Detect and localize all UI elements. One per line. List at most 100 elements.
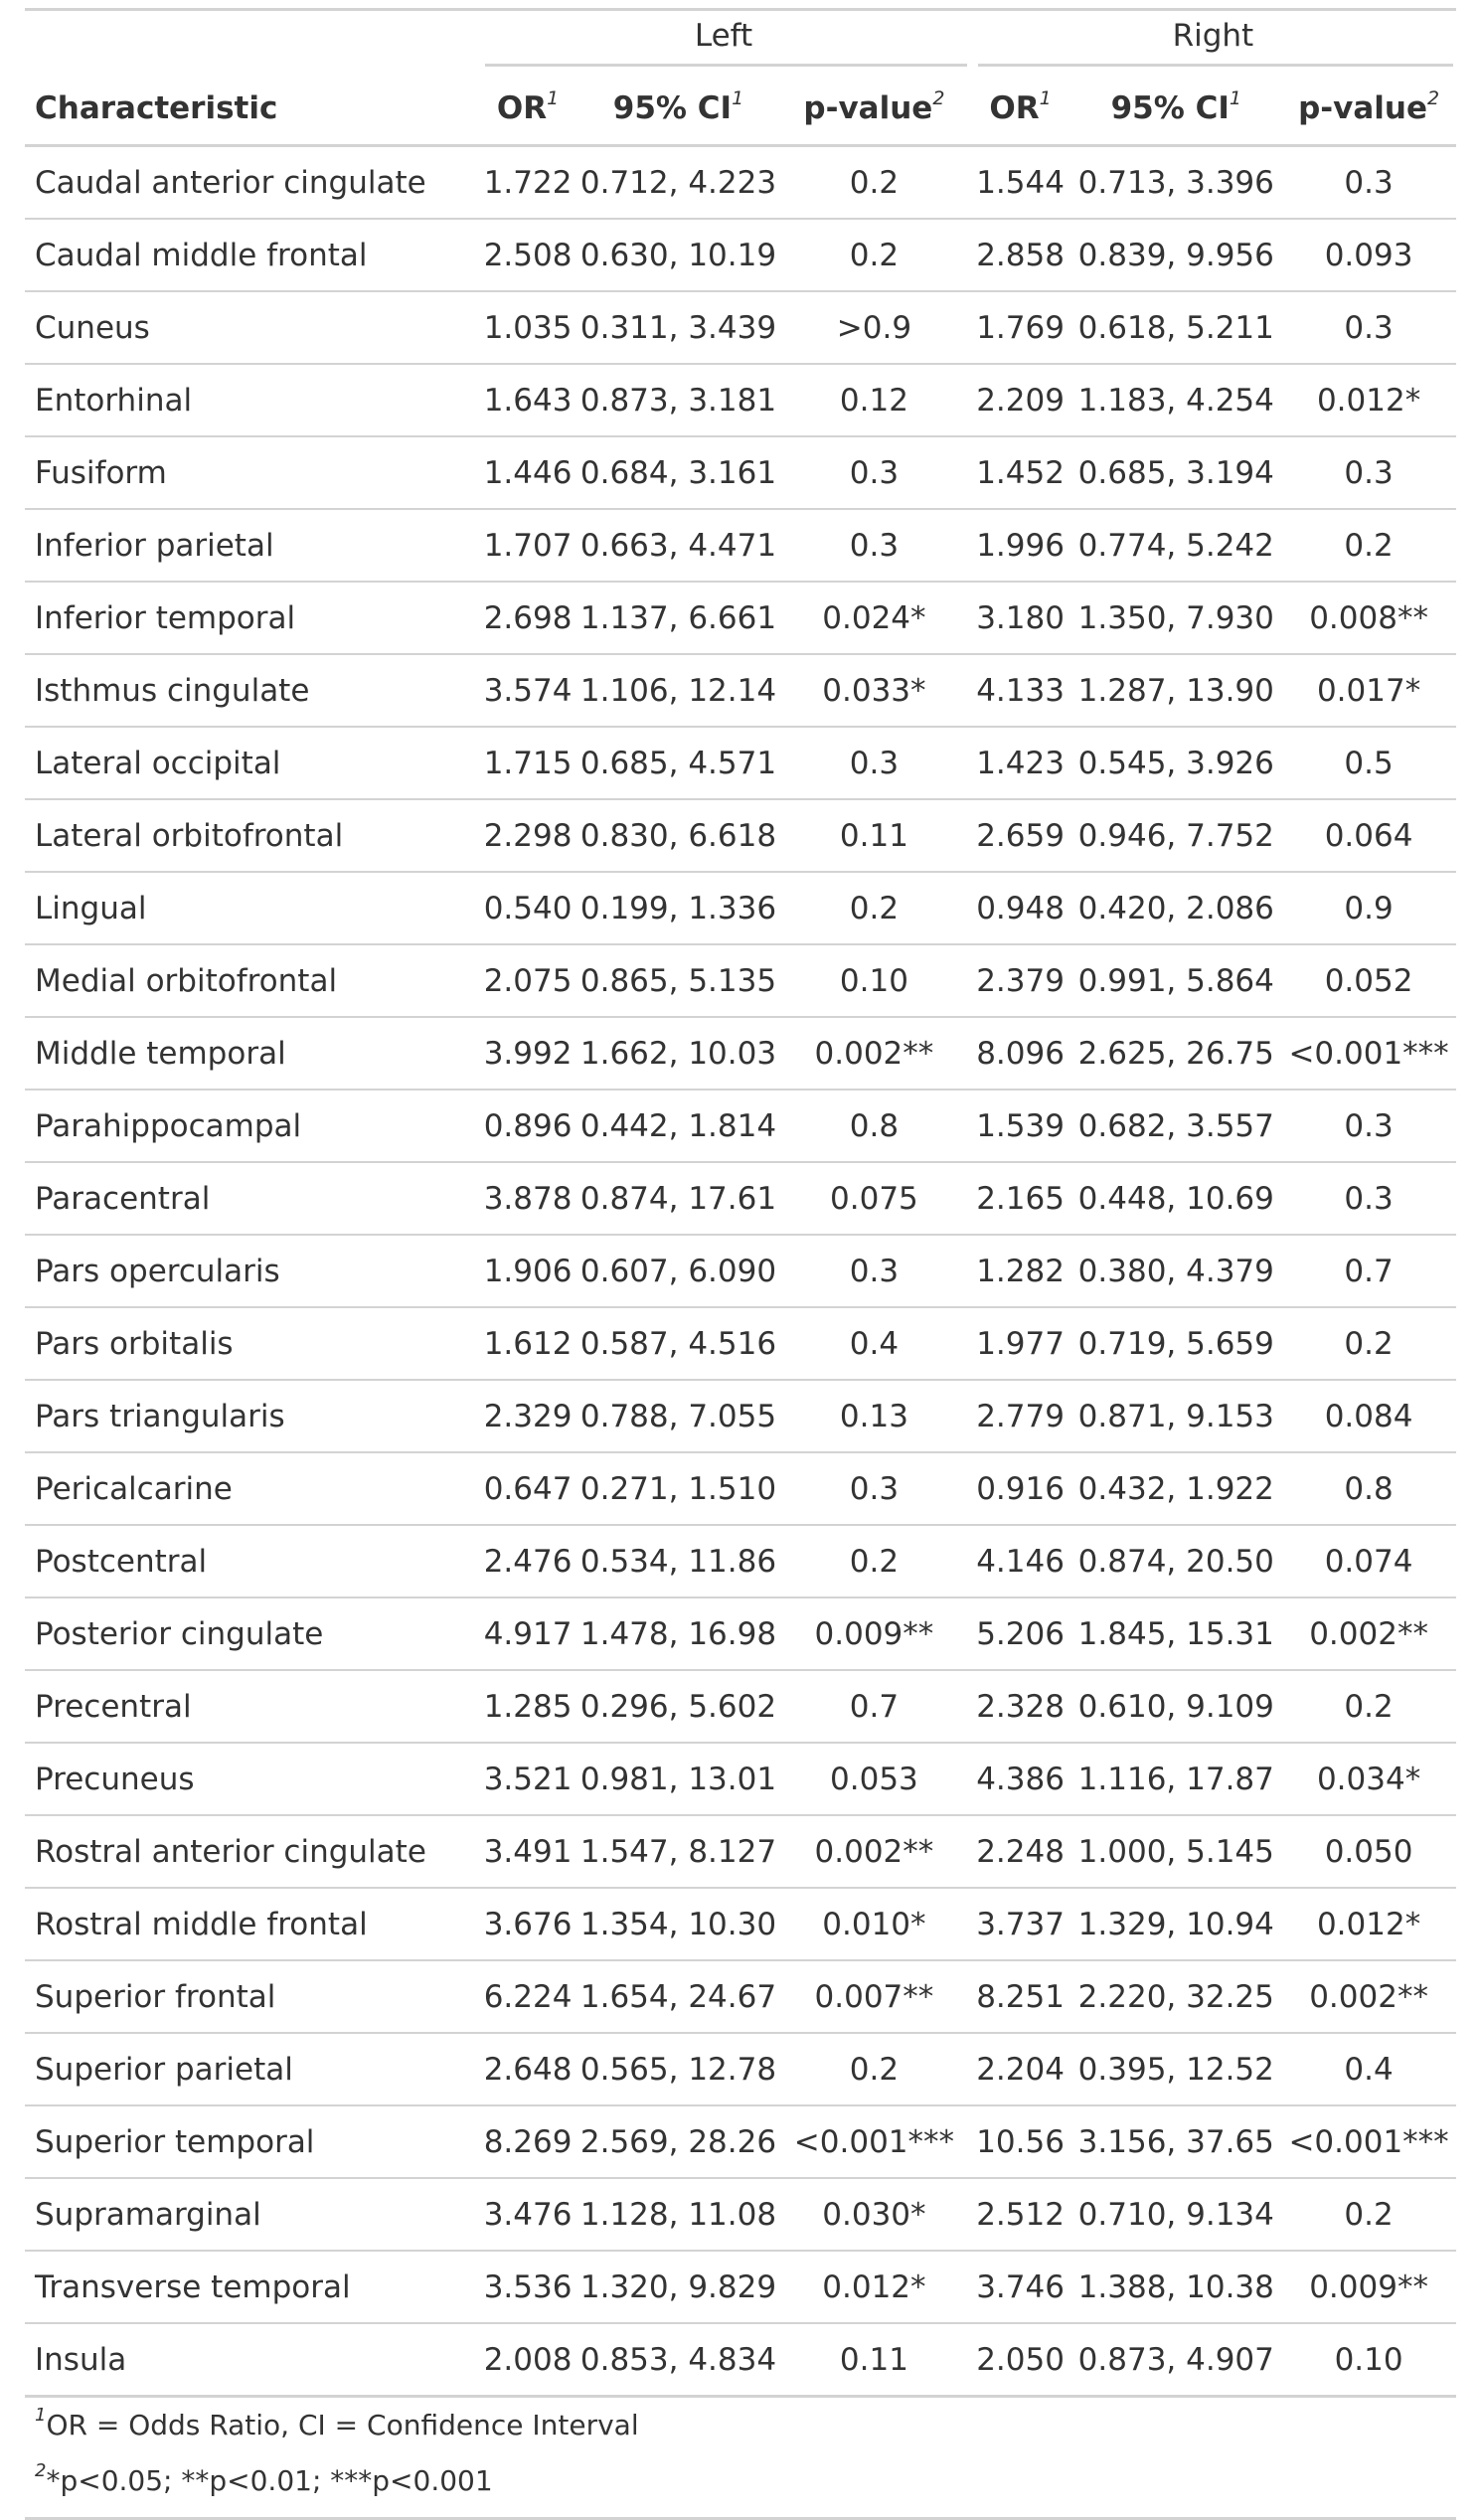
footnote-2: 2*p<0.05; **p<0.01; ***p<0.001 — [35, 2453, 1456, 2509]
cell-right-or: 1.769 — [969, 290, 1071, 364]
cell-right-ci: 2.625, 26.75 — [1070, 1016, 1282, 1090]
cell-characteristic: Caudal middle frontal — [25, 218, 478, 291]
cell-left-or: 1.722 — [483, 164, 573, 201]
spanner-left-label: Left — [694, 18, 753, 54]
cell-characteristic: Fusiform — [25, 435, 478, 509]
cell-characteristic: Pars triangularis — [25, 1379, 478, 1452]
cell-right-ci: 0.685, 3.194 — [1070, 435, 1282, 509]
cell-left-p: 0.3 — [778, 508, 970, 582]
cell-left-ci: 1.106, 12.14 — [577, 653, 779, 727]
cell-left-or: 3.574 — [477, 653, 578, 727]
cell-characteristic: Lingual — [25, 871, 478, 944]
cell-characteristic: Supramarginal — [25, 2177, 478, 2251]
cell-right-ci: 1.116, 17.87 — [1070, 1742, 1282, 1815]
table-row: Pericalcarine 0.647 0.271, 1.510 0.3 0.916 0.… — [25, 1451, 1456, 1525]
cell-right-ci: 0.719, 5.659 — [1070, 1306, 1282, 1380]
footnote-1: 1OR = Odds Ratio, CI = Confidence Interv… — [35, 2398, 1456, 2453]
footnote-mark: 1 — [1039, 87, 1052, 109]
cell-characteristic: Precentral — [25, 1669, 478, 1743]
cell-characteristic: Postcentral — [25, 1524, 478, 1597]
cell-right-or: 2.512 — [969, 2177, 1071, 2251]
cell-left-or: 3.992 — [477, 1016, 578, 1090]
cell-left-or: 1.612 — [477, 1306, 578, 1380]
cell-left-p: 0.8 — [778, 1089, 970, 1162]
cell-left-ci: 0.663, 4.471 — [577, 508, 779, 582]
cell-left-or: 2.329 — [477, 1379, 578, 1452]
cell-right-p: 0.5 — [1281, 726, 1456, 799]
cell-right-p: 0.4 — [1281, 2032, 1456, 2105]
cell-right-or: 2.779 — [969, 1379, 1071, 1452]
cell-left-or: 1.906 — [477, 1234, 578, 1307]
cell-left-ci: 0.712, 4.223 — [579, 164, 777, 201]
cell-right-p: 0.002** — [1281, 1596, 1456, 1670]
cell-right-or: 1.423 — [969, 726, 1071, 799]
cell-left-p: 0.002** — [778, 1814, 970, 1888]
cell-right-p: 0.074 — [1281, 1524, 1456, 1597]
cell-right-p: 0.7 — [1281, 1234, 1456, 1307]
cell-characteristic: Pars orbitalis — [25, 1306, 478, 1380]
footnote-mark: 1 — [732, 87, 744, 109]
spanner-header-row: Left Right — [25, 9, 1456, 74]
cell-left-or: 0.896 — [477, 1089, 578, 1162]
cell-left-p: 0.12 — [778, 363, 970, 436]
cell-right-ci: 0.874, 20.50 — [1070, 1524, 1282, 1597]
cell-left-p: 0.3 — [778, 435, 970, 509]
cell-right-or: 8.251 — [969, 1959, 1071, 2033]
footnote-mark: 1 — [547, 87, 560, 109]
cell-left-p: 0.053 — [778, 1742, 970, 1815]
odds-ratio-table: Left Right Characteristic OR1 95% CI1 p-… — [25, 8, 1456, 2398]
cell-left-or: 1.285 — [477, 1669, 578, 1743]
cell-right-or: 2.858 — [969, 218, 1071, 291]
table-row: Superior frontal 6.224 1.654, 24.67 0.007**… — [25, 1959, 1456, 2033]
column-header-characteristic-label: Characteristic — [35, 90, 278, 126]
cell-right-p: 0.9 — [1281, 871, 1456, 944]
cell-right-ci: 1.287, 13.90 — [1070, 653, 1282, 727]
table-row: Rostral middle frontal 3.676 1.354, 10.30 0… — [25, 1887, 1456, 1960]
cell-right-p: 0.084 — [1281, 1379, 1456, 1452]
cell-characteristic: Precuneus — [25, 1742, 478, 1815]
cell-right-p: 0.017* — [1281, 653, 1456, 727]
cell-left-p: 0.030* — [778, 2177, 970, 2251]
cell-right-or: 2.209 — [969, 363, 1071, 436]
cell-left-or: 1.715 — [477, 726, 578, 799]
cell-right-or: 1.996 — [969, 508, 1071, 582]
cell-right-ci: 0.774, 5.242 — [1070, 508, 1282, 582]
cell-left-p: <0.001*** — [778, 2104, 970, 2178]
cell-left-p: 0.7 — [778, 1669, 970, 1743]
table-row: Inferior parietal 1.707 0.663, 4.471 0.3 1.9… — [25, 508, 1456, 582]
cell-left-or: 3.491 — [477, 1814, 578, 1888]
cell-left-p: >0.9 — [778, 290, 970, 364]
cell-left-p: 0.2 — [849, 164, 900, 201]
cell-left-ci: 0.534, 11.86 — [577, 1524, 779, 1597]
cell-left-p: 0.075 — [778, 1161, 970, 1235]
cell-right-ci: 0.710, 9.134 — [1070, 2177, 1282, 2251]
table-row: Rostral anterior cingulate 3.491 1.547, 8.… — [25, 1814, 1456, 1888]
cell-left-p: 0.024* — [778, 581, 970, 654]
cell-characteristic: Posterior cingulate — [25, 1596, 478, 1670]
table-row: Postcentral 2.476 0.534, 11.86 0.2 4.146 0.87… — [25, 1524, 1456, 1597]
cell-characteristic: Isthmus cingulate — [25, 653, 478, 727]
cell-right-ci: 0.610, 9.109 — [1070, 1669, 1282, 1743]
cell-characteristic: Caudal anterior cingulate — [35, 164, 426, 201]
table-row: Paracentral 3.878 0.874, 17.61 0.075 2.165 0.… — [25, 1161, 1456, 1235]
table-row: Pars opercularis 1.906 0.607, 6.090 0.3 1.28… — [25, 1234, 1456, 1307]
column-header-right-or: OR1 — [969, 73, 1071, 147]
cell-right-p: 0.2 — [1281, 1306, 1456, 1380]
column-header-label: p-value — [1298, 90, 1427, 126]
cell-right-or: 4.146 — [969, 1524, 1071, 1597]
column-header-right-p: p-value2 — [1281, 73, 1456, 147]
table-row: Medial orbitofrontal 2.075 0.865, 5.135 0.1… — [25, 943, 1456, 1017]
footnote-mark: 2 — [932, 87, 945, 109]
table-row: Entorhinal 1.643 0.873, 3.181 0.12 2.209 1.18… — [25, 363, 1456, 436]
cell-right-or: 1.977 — [969, 1306, 1071, 1380]
spanner-right-label: Right — [1172, 18, 1254, 54]
cell-right-or: 2.248 — [969, 1814, 1071, 1888]
cell-right-p: 0.3 — [1281, 290, 1456, 364]
cell-right-ci: 0.618, 5.211 — [1070, 290, 1282, 364]
cell-left-p: 0.3 — [778, 1234, 970, 1307]
cell-right-ci: 0.420, 2.086 — [1070, 871, 1282, 944]
cell-left-or: 2.648 — [477, 2032, 578, 2105]
cell-left-ci: 0.685, 4.571 — [577, 726, 779, 799]
cell-left-or: 2.298 — [477, 798, 578, 872]
cell-left-ci: 0.873, 3.181 — [577, 363, 779, 436]
